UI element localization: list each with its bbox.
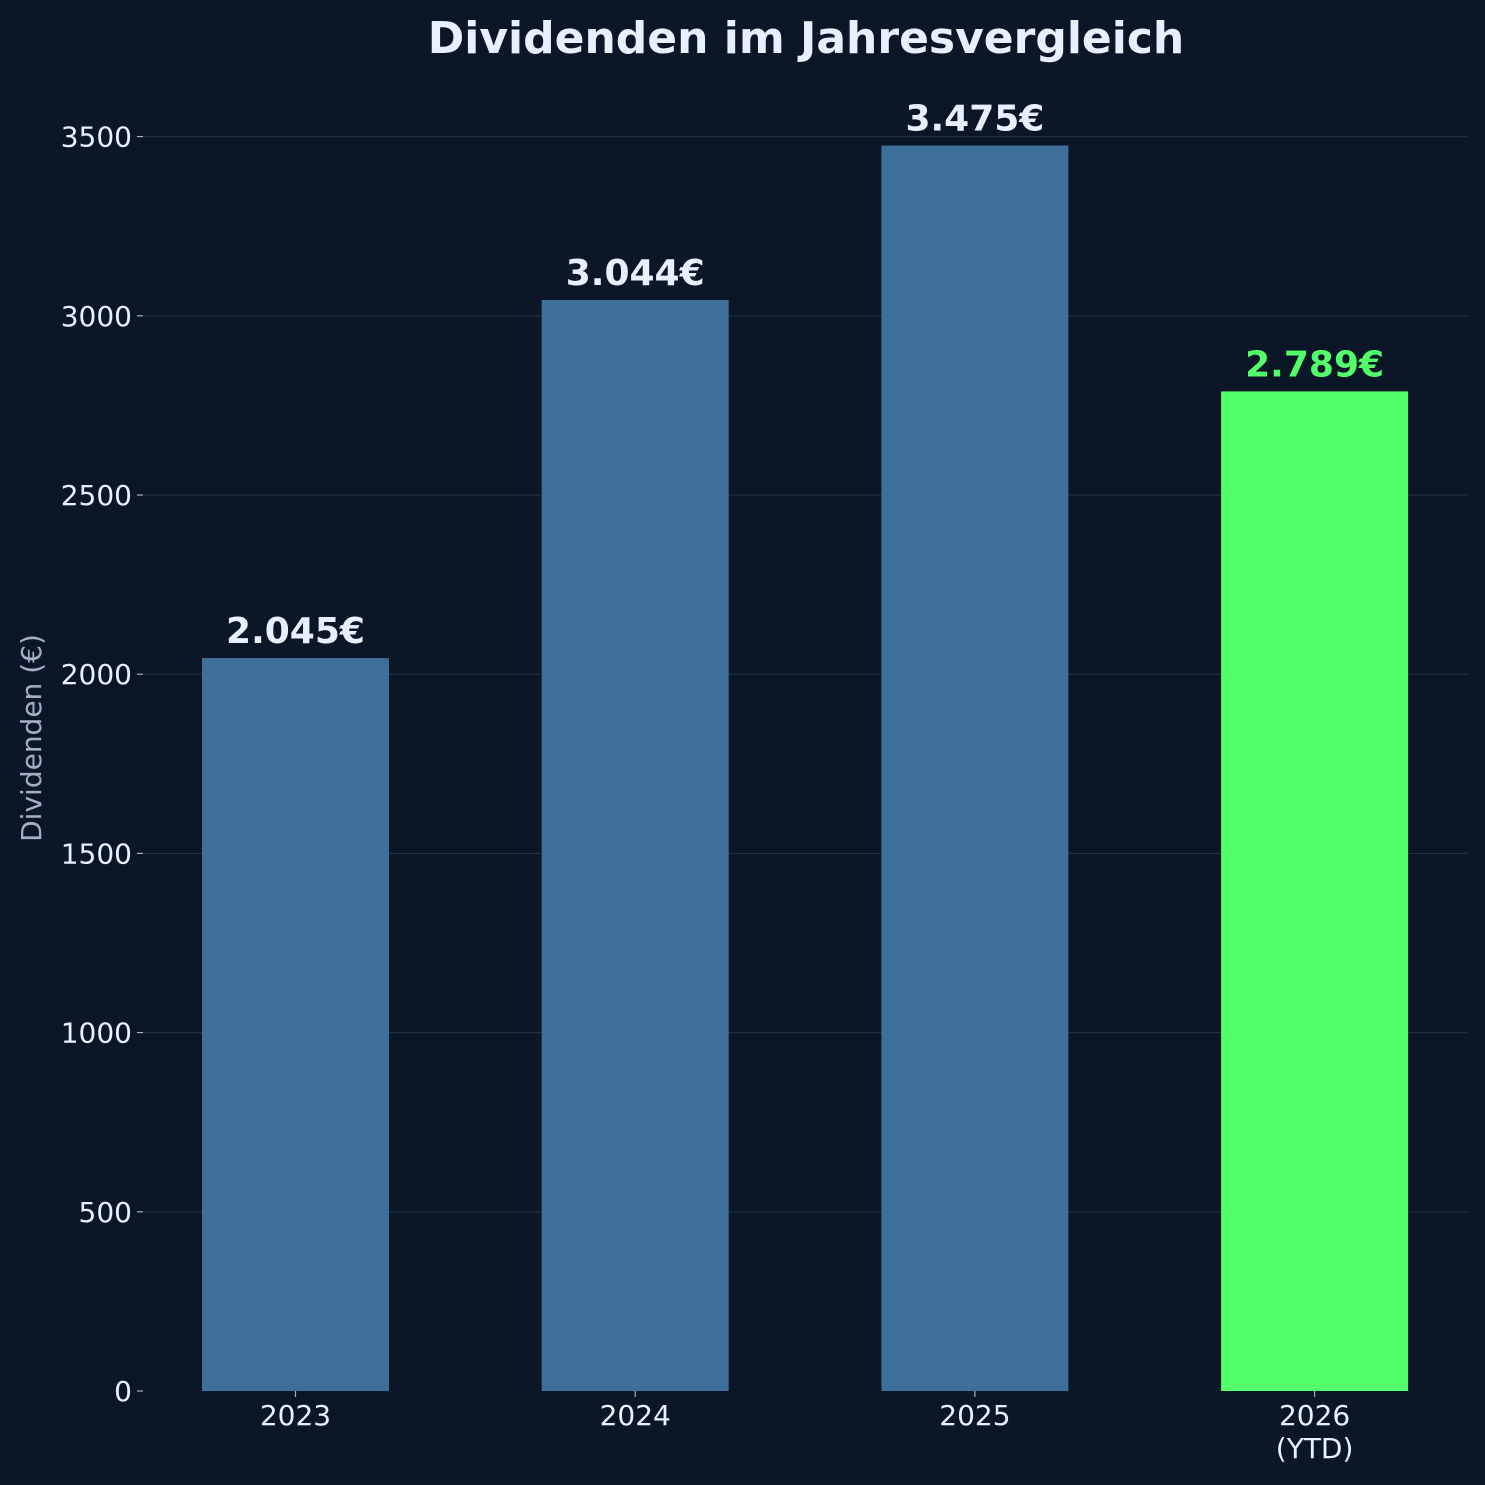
value-labels: 2.045€ 3.044€ 3.475€ 2.789€ <box>226 99 1384 653</box>
y-tick-label: 2000 <box>61 658 132 691</box>
value-label: 2.789€ <box>1245 344 1384 385</box>
y-tick-label: 0 <box>114 1375 132 1408</box>
y-tick-label: 3000 <box>61 300 132 333</box>
x-tick-label: 2024 <box>600 1399 671 1432</box>
x-tick-label: 2026 <box>1279 1399 1350 1432</box>
x-tick-label: 2023 <box>260 1399 331 1432</box>
y-axis-ticks: 0 500 1000 1500 2000 2500 3000 3500 <box>61 121 143 1408</box>
y-tick-label: 500 <box>79 1196 132 1229</box>
y-tick-label: 2500 <box>61 479 132 512</box>
value-label: 3.475€ <box>905 99 1044 140</box>
value-label: 2.045€ <box>226 611 365 652</box>
y-axis-label: Dividenden (€) <box>15 634 48 842</box>
bar <box>1221 391 1409 1392</box>
y-tick-label: 1000 <box>61 1017 132 1050</box>
y-tick-label: 3500 <box>61 121 132 154</box>
x-tick-label: (YTD) <box>1276 1432 1354 1465</box>
value-label: 3.044€ <box>566 253 705 294</box>
bars <box>202 145 1409 1392</box>
y-tick-label: 1500 <box>61 837 132 870</box>
x-axis-ticks: 2023 2024 2025 2026(YTD) <box>260 1391 1354 1465</box>
bar <box>541 300 729 1391</box>
bar <box>202 658 389 1391</box>
chart-title: Dividenden im Jahresvergleich <box>428 13 1185 64</box>
x-tick-label: 2025 <box>939 1399 1010 1432</box>
bar <box>881 145 1069 1391</box>
